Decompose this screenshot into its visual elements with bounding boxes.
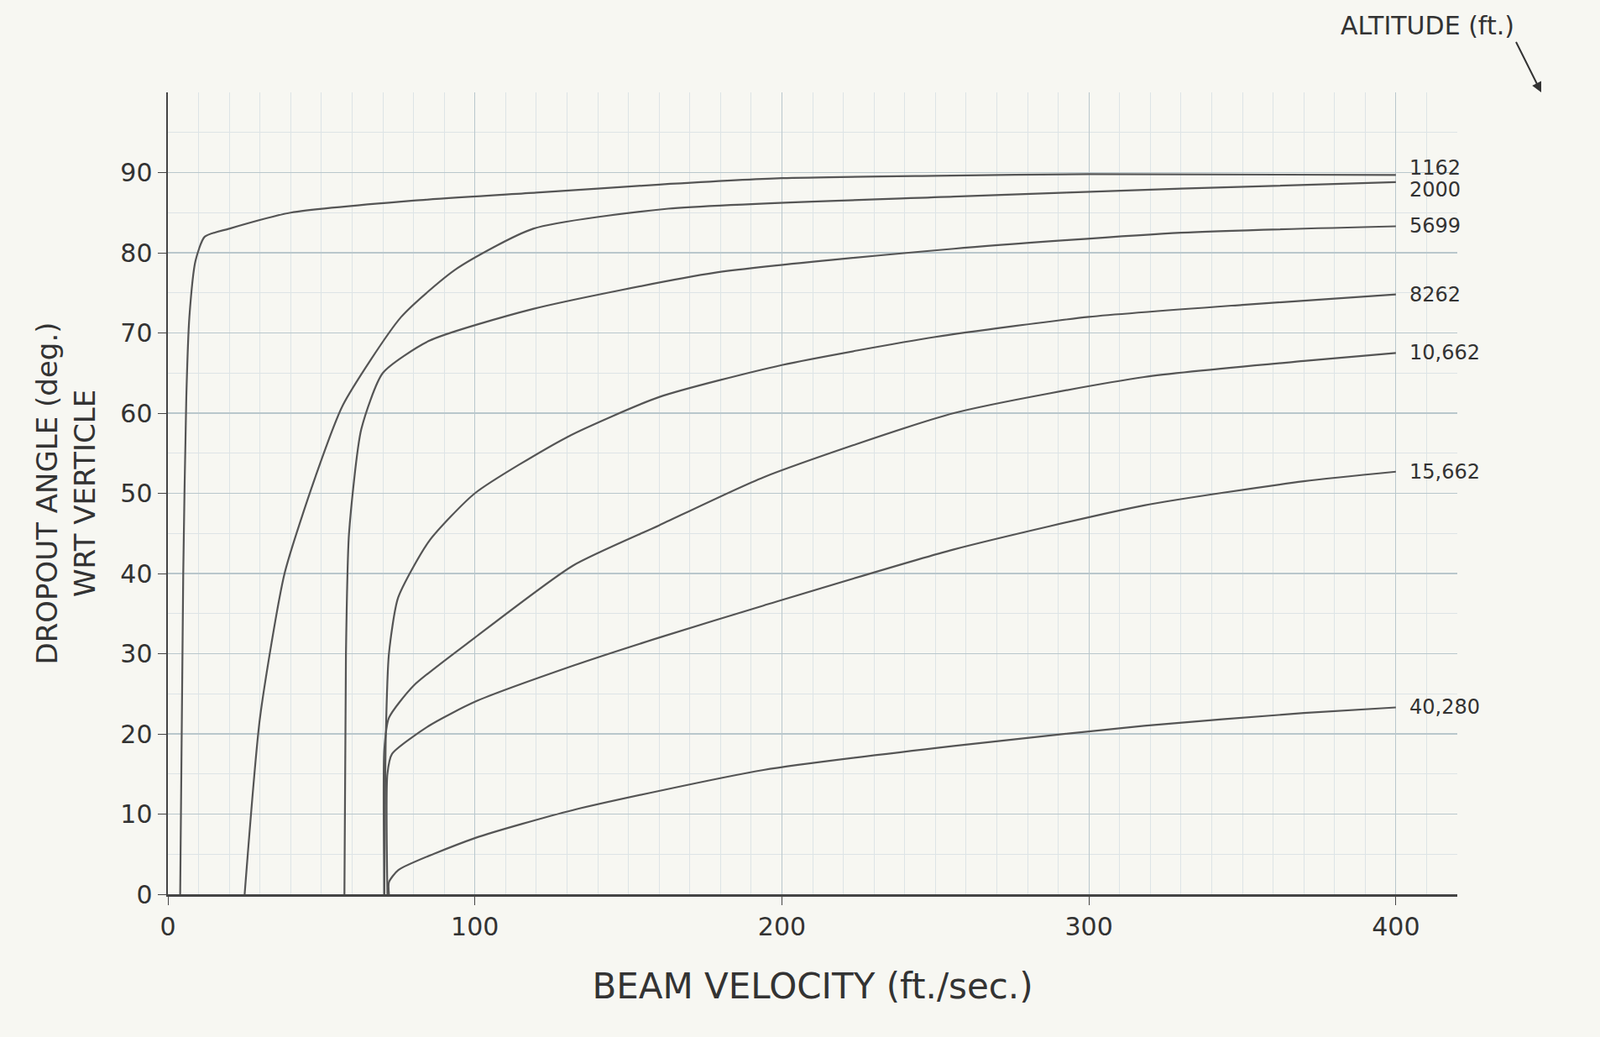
svg-text:8262: 8262 bbox=[1409, 282, 1461, 307]
svg-text:60: 60 bbox=[120, 398, 152, 429]
svg-text:100: 100 bbox=[450, 911, 499, 942]
svg-text:10: 10 bbox=[120, 799, 152, 829]
svg-text:200: 200 bbox=[758, 911, 806, 942]
svg-text:80: 80 bbox=[120, 238, 152, 268]
svg-text:90: 90 bbox=[120, 157, 152, 188]
svg-text:70: 70 bbox=[120, 318, 152, 348]
svg-text:30: 30 bbox=[120, 638, 152, 669]
svg-text:0: 0 bbox=[135, 879, 152, 910]
svg-text:20: 20 bbox=[120, 719, 152, 749]
svg-text:BEAM VELOCITY (ft./sec.): BEAM VELOCITY (ft./sec.) bbox=[591, 965, 1033, 1007]
svg-text:DROPOUT ANGLE (deg.)WRT VERTIC: DROPOUT ANGLE (deg.)WRT VERTICLE bbox=[30, 322, 101, 665]
svg-text:5699: 5699 bbox=[1409, 214, 1461, 238]
svg-text:50: 50 bbox=[120, 478, 152, 508]
svg-text:ALTITUDE (ft.): ALTITUDE (ft.) bbox=[1340, 10, 1515, 41]
svg-text:10,662: 10,662 bbox=[1409, 340, 1480, 365]
svg-text:40,280: 40,280 bbox=[1409, 695, 1480, 719]
svg-text:400: 400 bbox=[1371, 911, 1420, 942]
svg-text:15,662: 15,662 bbox=[1409, 460, 1480, 484]
svg-text:2000: 2000 bbox=[1409, 177, 1461, 202]
svg-text:300: 300 bbox=[1065, 911, 1114, 942]
svg-text:40: 40 bbox=[120, 559, 152, 589]
svg-text:0: 0 bbox=[159, 911, 176, 942]
svg-text:1162: 1162 bbox=[1409, 156, 1461, 180]
